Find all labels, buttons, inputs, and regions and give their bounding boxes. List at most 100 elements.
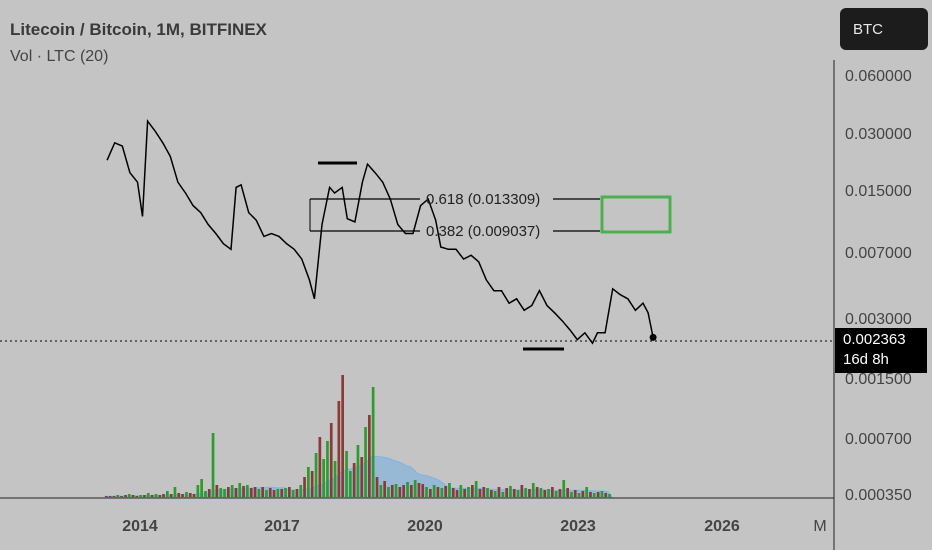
target-box[interactable] [600,195,672,234]
symbol-button[interactable]: BTC [840,8,928,50]
volume-bar [166,491,169,497]
volume-bar [402,485,405,497]
volume-bar [288,487,291,497]
last-price-dot [649,333,657,341]
price-line [106,119,654,345]
volume-bar [432,485,436,497]
volume-bar [520,485,524,497]
volume-bar [234,488,238,497]
volume-bar [303,477,306,497]
volume-bar [116,495,120,497]
volume-bar [577,493,581,497]
volume-bar [299,485,303,497]
volume-bar [417,483,421,497]
volume-bar [570,492,573,497]
fib-level-label: 0.382 (0.009037) [426,223,540,240]
volume-bar [539,488,543,497]
volume-bar [318,437,322,497]
volume-bar [436,487,440,497]
y-tick-label: 0.000700 [845,431,912,448]
volume-bar [406,482,409,497]
volume-bar [356,445,360,497]
volume-bar [486,488,489,497]
volume-bar [413,480,417,497]
x-tick-label: 2023 [560,518,596,535]
volume-bar [341,375,344,497]
fib-level-label: 0.618 (0.013309) [426,191,540,208]
volume-bar [535,487,539,497]
volume-bar [543,490,547,497]
volume-bar [592,493,596,497]
volume-bar [375,477,379,497]
volume-bar [124,495,127,497]
volume-bar [490,490,493,497]
volume-bar [272,490,276,497]
volume-bar [551,487,554,497]
volume-bar [604,493,608,497]
volume-bar [223,489,226,497]
volume-bar [371,387,375,497]
volume-bar [242,486,245,497]
volume-bar [127,494,131,497]
volume-bar [421,484,425,497]
volume-bar [608,494,611,497]
volume-bar [558,489,562,497]
volume-bar [471,485,474,497]
y-tick-label: 0.060000 [845,68,912,85]
y-tick-label: 0.003000 [845,311,912,328]
volume-bar [143,495,146,497]
bar-countdown: 16d 8h [843,351,889,368]
last-price-tag: 0.002363 16d 8h [835,328,927,373]
volume-bar [139,495,142,497]
volume-bar [268,488,272,497]
volume-bar [249,488,253,497]
volume-bar [253,487,257,497]
volume-bar [291,490,295,497]
volume-bar [192,494,196,497]
volume-bar [459,485,463,497]
volume-bar [326,441,329,497]
volume-bar [562,480,566,497]
volume-bar [474,481,478,497]
volume-bar [307,467,310,497]
volume-bar [215,485,219,497]
volume-bar [455,490,459,497]
volume-bar [280,489,284,497]
x-tick-label: 2020 [407,518,443,535]
volume-bar [589,492,592,497]
volume-bar [146,493,150,497]
volume-bar [322,459,325,497]
volume-bar [227,487,230,497]
y-tick-label: 0.015000 [845,183,912,200]
volume-bar [531,483,535,497]
volume-bar [154,494,158,497]
volume-bar [528,489,531,497]
volume-bar [158,495,162,497]
volume-bar [284,488,287,497]
volume-bar [600,491,604,497]
chart-header: Litecoin / Bitcoin, 1M, BITFINEX Vol · L… [10,18,267,68]
volume-bar [295,489,299,497]
volume-bar [188,493,192,497]
volume-bar [440,488,444,497]
volume-bar [383,481,386,497]
volume-bar [509,486,512,497]
volume-bar [196,485,200,497]
volume-bar [448,483,451,497]
volume-bar [329,423,333,497]
volume-bar [394,484,398,497]
volume-bar [444,486,447,497]
volume-bar [261,487,264,497]
volume-bar [596,492,600,497]
volume-bar [131,495,135,497]
volume-bar [566,488,569,497]
volume-bar [547,489,550,497]
volume-bar [257,489,261,497]
volume-bar [524,488,527,497]
volume-bar [516,490,520,497]
volume-bar [425,487,428,497]
volume-bar [177,493,181,497]
volume-bar [352,463,356,497]
volume-indicator-label[interactable]: Vol · LTC (20) [10,48,109,65]
